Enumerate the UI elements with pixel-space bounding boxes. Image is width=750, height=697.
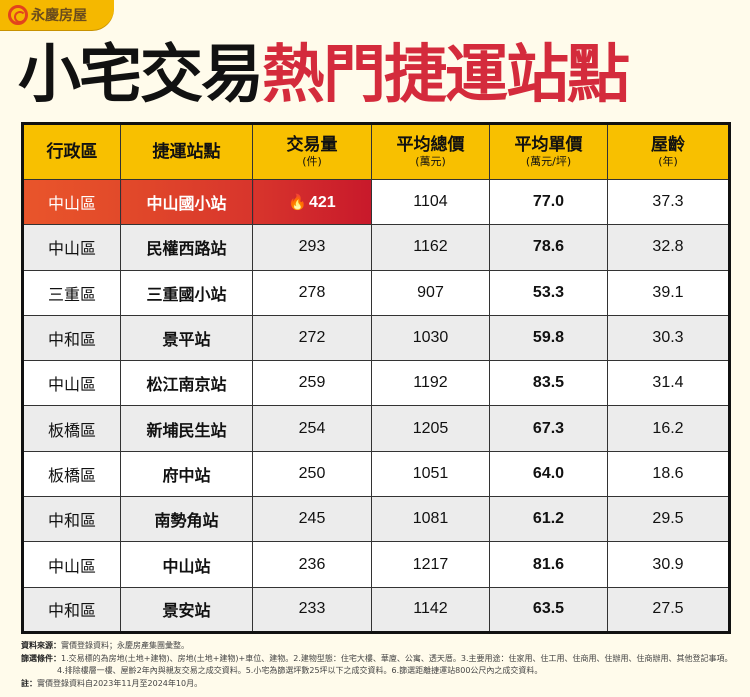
table-row: 板橋區 府中站 250 1051 64.0 18.6 — [22, 450, 730, 498]
cell-station: 松江南京站 — [120, 360, 253, 407]
cell-district: 板橋區 — [22, 405, 121, 452]
cell-district: 中和區 — [22, 496, 121, 543]
cell-age: 18.6 — [607, 450, 730, 498]
table-row: 三重區 三重國小站 278 907 53.3 39.1 — [22, 269, 730, 316]
fire-icon: 🔥 — [288, 193, 307, 211]
cell-unit-price: 81.6 — [489, 541, 608, 588]
cell-age: 31.4 — [607, 360, 730, 407]
cell-station: 景平站 — [120, 314, 253, 362]
note-source: 資料來源：實價登錄資料；永慶房產集團彙整。 — [21, 641, 189, 650]
table-row: 中山區 松江南京站 259 1192 83.5 31.4 — [22, 360, 730, 407]
table-row: 中和區 景平站 272 1030 59.8 30.3 — [22, 314, 730, 362]
cell-volume: 254 — [252, 405, 372, 452]
cell-total-price: 1142 — [371, 586, 490, 633]
cell-total-price: 1081 — [371, 496, 490, 543]
cell-total-price: 1162 — [371, 224, 490, 271]
table-header-row: 行政區 捷運站點 交易量 (件) 平均總價 (萬元) 平均單價 (萬元/坪) 屋齡 (年… — [22, 123, 730, 180]
cell-total-price: 1217 — [371, 541, 490, 588]
cell-district: 三重區 — [22, 269, 121, 316]
cell-total-price: 1051 — [371, 450, 490, 498]
cell-unit-price: 61.2 — [489, 496, 608, 543]
table-row: 中和區 南勢角站 245 1081 61.2 29.5 — [22, 496, 730, 543]
cell-station: 新埔民生站 — [120, 405, 253, 452]
cell-volume: 245 — [252, 496, 372, 543]
cell-district: 中和區 — [22, 586, 121, 633]
cell-station: 府中站 — [120, 450, 253, 498]
cell-total-price: 1205 — [371, 405, 490, 452]
cell-total-price: 1030 — [371, 314, 490, 362]
cell-total-price: 1104 — [371, 178, 490, 226]
brand-tab: 永慶房屋 — [0, 0, 114, 30]
cell-district: 板橋區 — [22, 450, 121, 498]
cell-age: 30.3 — [607, 314, 730, 362]
cell-district: 中和區 — [22, 314, 121, 362]
table-row: 中和區 景安站 233 1142 63.5 27.5 — [22, 586, 730, 633]
col-header-total-price: 平均總價 (萬元) — [371, 123, 490, 180]
table-row: 中山區 中山國小站 🔥 421 1104 77.0 37.3 — [22, 178, 730, 226]
cell-total-price: 1192 — [371, 360, 490, 407]
yungching-logo-icon — [8, 5, 28, 25]
station-table: 行政區 捷運站點 交易量 (件) 平均總價 (萬元) 平均單價 (萬元/坪) 屋齡 (年… — [21, 122, 731, 634]
cell-unit-price: 63.5 — [489, 586, 608, 633]
col-header-unit-price: 平均單價 (萬元/坪) — [489, 123, 608, 180]
cell-volume: 236 — [252, 541, 372, 588]
cell-age: 32.8 — [607, 224, 730, 271]
cell-volume: 233 — [252, 586, 372, 633]
col-header-age: 屋齡 (年) — [607, 123, 730, 180]
cell-volume: 278 — [252, 269, 372, 316]
cell-unit-price: 77.0 — [489, 178, 608, 226]
cell-volume: 293 — [252, 224, 372, 271]
cell-unit-price: 64.0 — [489, 450, 608, 498]
col-header-station: 捷運站點 — [120, 123, 253, 180]
footnotes: 資料來源：實價登錄資料；永慶房產集團彙整。 篩選條件：1.交易標的為房地(土地+… — [21, 640, 741, 690]
cell-unit-price: 78.6 — [489, 224, 608, 271]
cell-unit-price: 59.8 — [489, 314, 608, 362]
table-row: 中山區 民權西路站 293 1162 78.6 32.8 — [22, 224, 730, 271]
note-period: 註：實價登錄資料自2023年11月至2024年10月。 — [21, 678, 203, 688]
cell-station: 中山站 — [120, 541, 253, 588]
cell-station: 中山國小站 — [120, 178, 253, 226]
cell-total-price: 907 — [371, 269, 490, 316]
cell-age: 16.2 — [607, 405, 730, 452]
cell-age: 27.5 — [607, 586, 730, 633]
table-row: 板橋區 新埔民生站 254 1205 67.3 16.2 — [22, 405, 730, 452]
cell-district: 中山區 — [22, 360, 121, 407]
cell-station: 南勢角站 — [120, 496, 253, 543]
note-filter: 篩選條件：1.交易標的為房地(土地+建物)、房地(土地+建物)+車位、建物。2.… — [21, 653, 733, 663]
cell-age: 37.3 — [607, 178, 730, 226]
cell-age: 30.9 — [607, 541, 730, 588]
title-red-part: 熱門捷運站點 — [262, 37, 630, 111]
brand-name: 永慶房屋 — [31, 8, 87, 24]
cell-age: 39.1 — [607, 269, 730, 316]
cell-unit-price: 83.5 — [489, 360, 608, 407]
table-row: 中山區 中山站 236 1217 81.6 30.9 — [22, 541, 730, 588]
cell-volume: 🔥 421 — [252, 178, 372, 226]
col-header-district: 行政區 — [22, 123, 121, 180]
title-black-part: 小宅交易 — [18, 37, 264, 111]
cell-unit-price: 53.3 — [489, 269, 608, 316]
cell-volume: 250 — [252, 450, 372, 498]
cell-station: 三重國小站 — [120, 269, 253, 316]
cell-age: 29.5 — [607, 496, 730, 543]
cell-station: 民權西路站 — [120, 224, 253, 271]
cell-district: 中山區 — [22, 178, 121, 226]
cell-district: 中山區 — [22, 224, 121, 271]
cell-volume: 259 — [252, 360, 372, 407]
cell-station: 景安站 — [120, 586, 253, 633]
col-header-volume: 交易量 (件) — [252, 123, 372, 180]
page-title: 小宅交易 熱門捷運站點 — [18, 38, 738, 110]
cell-unit-price: 67.3 — [489, 405, 608, 452]
cell-volume: 272 — [252, 314, 372, 362]
note-filter-cont: 4.排除樓層一樓、屋齡2年內與親友交易之成交資料。5.小宅為篩選坪數25坪以下之… — [57, 666, 543, 675]
cell-district: 中山區 — [22, 541, 121, 588]
